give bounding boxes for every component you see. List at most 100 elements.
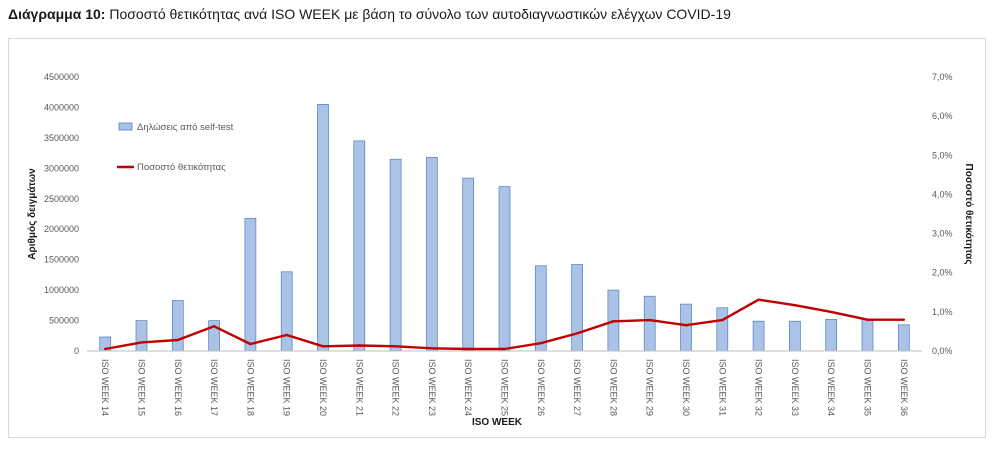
y2-tick-label: 3,0%	[932, 229, 953, 239]
bar	[389, 158, 402, 352]
line-point	[212, 325, 216, 328]
x-axis-title: ISO WEEK	[472, 417, 523, 428]
bar	[680, 303, 692, 352]
line-point	[539, 342, 542, 345]
chart-title-text: Ποσοστό θετικότητας ανά ISO WEEK με βάση…	[109, 6, 731, 22]
x-tick-label: ISO WEEK 36	[899, 359, 909, 416]
bar	[171, 300, 184, 352]
x-tick-label: ISO WEEK 15	[136, 359, 146, 416]
line-point	[757, 298, 760, 301]
left-axis-ticks: 0 500000 1000000 1500000 2000000 2500000 30000…	[44, 72, 79, 356]
bar	[353, 140, 366, 352]
line-point	[503, 347, 506, 351]
line-point	[793, 304, 797, 307]
x-tick-label: ISO WEEK 26	[536, 359, 546, 416]
x-tick-label: ISO WEEK 29	[645, 359, 655, 416]
y2-tick-label: 0,0%	[932, 346, 953, 356]
line-point	[684, 324, 688, 327]
x-tick-label: ISO WEEK 17	[209, 359, 219, 416]
line-point	[104, 347, 107, 351]
x-tick-label: ISO WEEK 34	[826, 359, 836, 416]
bar	[135, 320, 148, 352]
y2-tick-label: 1,0%	[932, 307, 953, 317]
legend-swatch-bar	[118, 122, 133, 131]
legend: Δηλώσεις από self-test Ποσοστό θετικότητ…	[117, 122, 234, 173]
x-tick-label: ISO WEEK 32	[754, 359, 764, 416]
bar	[861, 318, 874, 352]
y2-tick-label: 2,0%	[932, 268, 953, 278]
y2-tick-label: 4,0%	[932, 189, 953, 199]
bar	[716, 307, 729, 352]
x-tick-label: ISO WEEK 31	[717, 359, 727, 416]
bar	[571, 264, 583, 352]
line-point	[612, 320, 615, 323]
y-tick-label: 4000000	[44, 102, 79, 112]
bar	[244, 217, 257, 352]
y-tick-label: 0	[74, 346, 79, 356]
bar	[643, 295, 656, 352]
x-tick-label: ISO WEEK 21	[354, 359, 364, 416]
line-point	[575, 332, 579, 335]
x-tick-label: ISO WEEK 18	[245, 359, 255, 416]
chart-title: Διάγραμμα 10: Ποσοστό θετικότητας ανά IS…	[8, 6, 731, 22]
legend-label-bar: Δηλώσεις από self-test	[137, 122, 234, 133]
bar	[498, 186, 511, 352]
y-tick-label: 2000000	[44, 224, 79, 234]
legend-label-line: Ποσοστό θετικότητας	[137, 162, 226, 173]
y-tick-label: 3000000	[44, 163, 79, 173]
x-axis-ticks: ISO WEEK 14 ISO WEEK 15 ISO WEEK 16 ISO WEE…	[100, 359, 909, 416]
bar-series	[99, 104, 910, 352]
line-point	[902, 318, 905, 321]
x-tick-label: ISO WEEK 20	[318, 359, 328, 416]
x-tick-label: ISO WEEK 35	[863, 359, 873, 416]
y-axis-title: Αριθμός δειγμάτων	[27, 168, 38, 260]
y2-tick-label: 5,0%	[932, 150, 953, 160]
x-tick-label: ISO WEEK 23	[427, 359, 437, 416]
x-tick-label: ISO WEEK 33	[790, 359, 800, 416]
line-series	[104, 298, 905, 351]
chart-title-prefix: Διάγραμμα 10:	[8, 6, 106, 22]
y2-axis-title: Ποσοστό θετικότητας	[963, 163, 974, 264]
y2-tick-label: 7,0%	[932, 72, 953, 82]
y-tick-label: 3500000	[44, 133, 79, 143]
bar	[825, 318, 838, 352]
y-tick-label: 1500000	[44, 255, 79, 265]
bar	[280, 271, 293, 352]
right-axis-ticks: 0,0% 1,0% 2,0% 3,0% 4,0% 5,0% 6,0% 7,0%	[932, 72, 953, 356]
bar	[789, 320, 801, 352]
y-tick-label: 2500000	[44, 194, 79, 204]
line-point	[321, 345, 325, 348]
bar	[534, 265, 547, 352]
line-point	[648, 318, 651, 322]
x-tick-label: ISO WEEK 30	[681, 359, 691, 416]
line-point	[394, 345, 397, 348]
line-point	[830, 310, 833, 314]
x-tick-label: ISO WEEK 28	[608, 359, 618, 416]
line-point	[721, 318, 724, 322]
line-point	[430, 347, 434, 350]
bar	[317, 104, 329, 352]
y2-tick-label: 6,0%	[932, 111, 953, 121]
y-tick-label: 1000000	[44, 285, 79, 295]
x-tick-label: ISO WEEK 16	[173, 359, 183, 416]
x-tick-label: ISO WEEK 14	[100, 359, 110, 416]
line-point	[249, 342, 252, 346]
bar	[752, 320, 765, 352]
x-tick-label: ISO WEEK 19	[282, 359, 292, 416]
x-tick-label: ISO WEEK 24	[463, 359, 473, 416]
chart-frame	[8, 38, 986, 438]
bar	[897, 324, 910, 352]
x-tick-label: ISO WEEK 25	[500, 359, 510, 416]
line-point	[866, 318, 869, 321]
line-point	[140, 341, 143, 344]
x-tick-label: ISO WEEK 27	[572, 359, 582, 416]
line-point	[467, 347, 470, 351]
bar	[426, 157, 438, 352]
line-point	[176, 338, 179, 342]
y-tick-label: 500000	[49, 316, 79, 326]
line-point	[358, 344, 361, 347]
y-tick-label: 4500000	[44, 72, 79, 82]
x-tick-label: ISO WEEK 22	[391, 359, 401, 416]
line-point	[285, 333, 288, 337]
